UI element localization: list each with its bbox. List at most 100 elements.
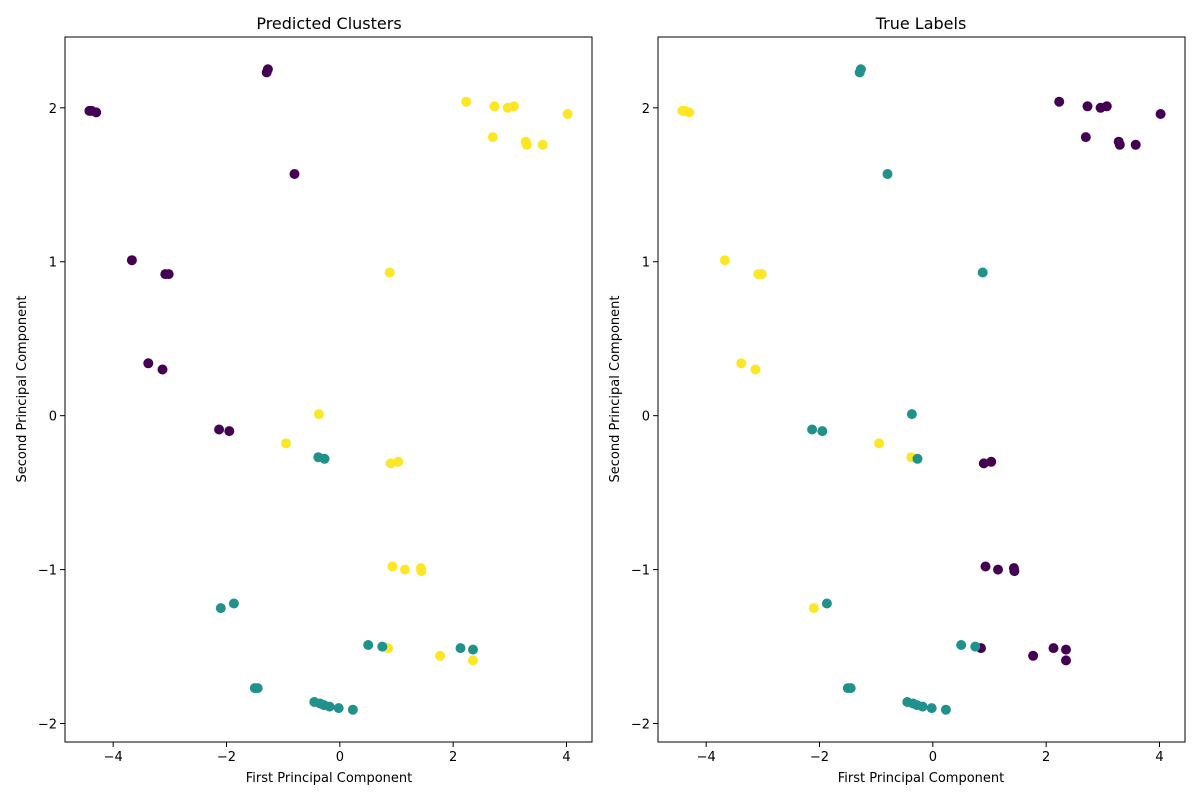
scatter-point (956, 640, 967, 650)
x-tick-label: −4 (104, 750, 123, 765)
x-axis-label: First Principal Component (838, 771, 1005, 786)
scatter-point (416, 566, 427, 577)
scatter-point (215, 603, 226, 614)
scatter-point (1061, 655, 1071, 666)
scatter-point (926, 703, 937, 714)
y-tick-label: 0 (642, 410, 650, 425)
y-tick-label: −2 (631, 718, 650, 733)
y-axis-label: Second Principal Component (15, 296, 30, 483)
scatter-point (228, 598, 239, 609)
scatter-point (461, 96, 472, 107)
scatter-point (319, 453, 330, 464)
y-tick-label: 2 (642, 102, 650, 117)
scatter-point (487, 132, 498, 143)
scatter-point (489, 101, 500, 112)
y-tick-label: −1 (38, 564, 57, 579)
scatter-point (1130, 139, 1141, 150)
scatter-point (854, 67, 865, 78)
scatter-point (845, 683, 856, 694)
scatter-point (1048, 643, 1059, 654)
scatter-point (808, 603, 819, 614)
chart-title: True Labels (875, 14, 967, 33)
scatter-point (324, 701, 335, 712)
scatter-point (400, 564, 410, 575)
scatter-point (363, 640, 374, 650)
scatter-point (719, 255, 730, 266)
scatter-point (1028, 650, 1039, 661)
scatter-point (917, 701, 928, 712)
scatter-point (882, 169, 893, 179)
scatter-point (756, 269, 767, 280)
scatter-point (1009, 566, 1020, 577)
scatter-point (214, 424, 225, 435)
scatter-point (684, 107, 695, 118)
y-tick-label: −2 (38, 718, 57, 733)
scatter-point (384, 267, 395, 278)
scatter-point (906, 409, 917, 420)
scatter-point (252, 683, 263, 694)
y-axis-label: Second Principal Component (608, 296, 623, 483)
scatter-point (980, 561, 991, 572)
axis-ticks: −4 −2 0 2 4 −2 −1 0 1 2 (631, 102, 1164, 765)
scatter-point (468, 644, 478, 655)
scatter-point (940, 704, 951, 715)
scatter-point (126, 255, 137, 266)
scatter-points (84, 64, 573, 715)
y-tick-label: −1 (631, 564, 650, 579)
axis-ticks: −4 −2 0 2 4 −2 −1 0 1 2 (38, 102, 571, 765)
scatter-point (468, 655, 478, 666)
scatter-point (817, 426, 828, 437)
scatter-point (377, 641, 388, 652)
plot-frame (657, 36, 1186, 743)
subplot-predicted-clusters: Predicted Clusters −4 −2 0 2 4 −2 −1 0 1 2 First … (15, 14, 593, 786)
scatter-point (435, 650, 446, 661)
scatter-point (750, 364, 761, 375)
y-tick-label: 2 (49, 102, 57, 117)
scatter-point (289, 169, 300, 179)
chart-title: Predicted Clusters (256, 14, 401, 33)
scatter-point (224, 426, 235, 437)
scatter-point (1061, 644, 1071, 655)
scatter-point (986, 456, 997, 467)
scatter-point (508, 101, 519, 112)
scatter-points (677, 64, 1166, 715)
scatter-point (970, 641, 981, 652)
scatter-point (313, 409, 324, 420)
x-tick-label: 0 (336, 750, 344, 765)
scatter-point (281, 438, 291, 449)
scatter-point (1082, 101, 1093, 112)
scatter-point (455, 643, 466, 654)
x-tick-label: −2 (810, 750, 829, 765)
scatter-point (1080, 132, 1091, 143)
scatter-point (562, 109, 573, 119)
scatter-point (1054, 96, 1065, 107)
x-tick-label: −4 (697, 750, 716, 765)
x-tick-label: 2 (1042, 750, 1050, 765)
scatter-point (1101, 101, 1112, 112)
subplot-true-labels: True Labels −4 −2 0 2 4 −2 −1 0 1 2 First Princip… (608, 14, 1186, 786)
scatter-point (736, 358, 747, 369)
scatter-point (912, 453, 923, 464)
scatter-point (977, 267, 988, 278)
scatter-point (807, 424, 818, 435)
scatter-point (347, 704, 358, 715)
x-tick-label: 4 (562, 750, 570, 765)
x-tick-label: −2 (217, 750, 236, 765)
scatter-point (993, 564, 1003, 575)
scatter-point (874, 438, 884, 449)
x-tick-label: 0 (929, 750, 937, 765)
scatter-point (521, 139, 532, 150)
plot-frame (64, 36, 593, 743)
scatter-point (537, 139, 548, 150)
scatter-point (821, 598, 832, 609)
x-axis-label: First Principal Component (246, 771, 413, 786)
scatter-point (91, 107, 102, 118)
scatter-point (1155, 109, 1166, 119)
scatter-point (387, 561, 398, 572)
scatter-point (143, 358, 154, 369)
y-tick-label: 0 (49, 410, 57, 425)
scatter-point (393, 456, 404, 467)
y-tick-label: 1 (49, 256, 57, 271)
